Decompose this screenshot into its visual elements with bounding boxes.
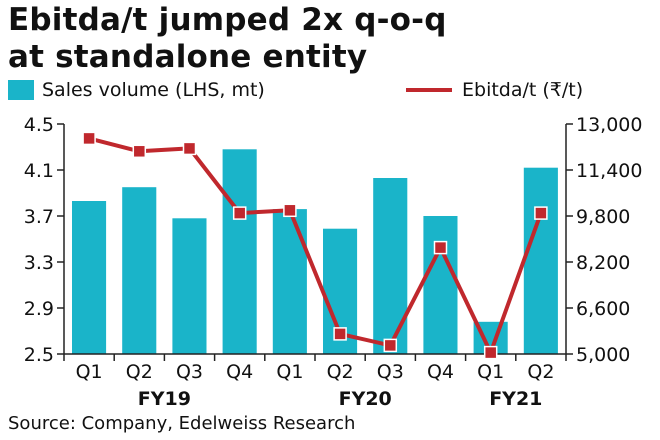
y-left-tick-label: 2.9: [24, 298, 54, 320]
line-marker-ebitda: [383, 338, 398, 353]
bar-sales-volume: [222, 149, 257, 354]
line-marker-ebitda: [132, 144, 147, 159]
legend-line-swatch: [406, 88, 452, 92]
bar-sales-volume: [523, 167, 558, 354]
bar-sales-volume: [272, 209, 307, 354]
x-tick-label: Q2: [527, 361, 554, 383]
x-tick-label: Q1: [276, 361, 303, 383]
x-group-label: FY19: [138, 388, 191, 410]
x-tick-label: Q3: [176, 361, 203, 383]
chart-title-line-1: Ebitda/t jumped 2x q-o-q: [8, 2, 447, 38]
y-left-tick-label: 3.3: [24, 252, 54, 274]
x-tick-label: Q4: [427, 361, 454, 383]
line-marker-ebitda: [232, 206, 247, 220]
bar-sales-volume: [172, 218, 207, 354]
legend: Sales volume (LHS, mt) Ebitda/t (₹/t): [8, 76, 658, 104]
y-left-tick-label: 4.1: [24, 160, 54, 182]
chart-title: Ebitda/t jumped 2x q-o-q at standalone e…: [8, 2, 447, 76]
y-right-tick-label: 11,400: [576, 160, 642, 182]
bar-sales-volume: [423, 216, 458, 354]
y-left-tick-label: 2.5: [24, 344, 54, 366]
line-marker-ebitda: [433, 240, 448, 255]
y-right-tick-label: 6,600: [576, 298, 630, 320]
legend-bar-swatch: [8, 80, 34, 100]
y-right-tick-label: 9,800: [576, 206, 630, 228]
y-left-tick-label: 4.5: [24, 114, 54, 136]
line-marker-ebitda: [82, 131, 96, 146]
x-tick-label: Q2: [126, 361, 153, 383]
line-marker-ebitda: [483, 345, 498, 360]
line-marker-ebitda: [182, 141, 197, 156]
x-tick-label: Q1: [76, 361, 103, 383]
x-tick-label: Q3: [377, 361, 404, 383]
y-left-tick-label: 3.7: [24, 206, 54, 228]
x-group-label: FY20: [339, 388, 392, 410]
line-marker-ebitda: [283, 203, 297, 218]
bar-sales-volume: [122, 187, 157, 354]
x-group-label: FY21: [489, 388, 542, 410]
x-tick-label: Q1: [477, 361, 504, 383]
line-ebitda-per-tonne: [88, 136, 543, 355]
legend-line-label: Ebitda/t (₹/t): [462, 79, 584, 101]
y-right-tick-label: 13,000: [576, 114, 642, 136]
x-tick-label: Q4: [226, 361, 253, 383]
y-right-tick-label: 8,200: [576, 252, 630, 274]
bar-sales-volume: [72, 201, 107, 354]
y-right-tick-label: 5,000: [576, 344, 630, 366]
chart-title-line-2: at standalone entity: [8, 39, 368, 75]
x-tick-label: Q2: [327, 361, 354, 383]
source-note: Source: Company, Edelweiss Research: [8, 413, 356, 434]
bar-sales-volume: [373, 178, 408, 354]
line-marker-ebitda: [534, 206, 548, 220]
legend-bar-label: Sales volume (LHS, mt): [42, 79, 265, 101]
line-marker-ebitda: [333, 327, 347, 341]
